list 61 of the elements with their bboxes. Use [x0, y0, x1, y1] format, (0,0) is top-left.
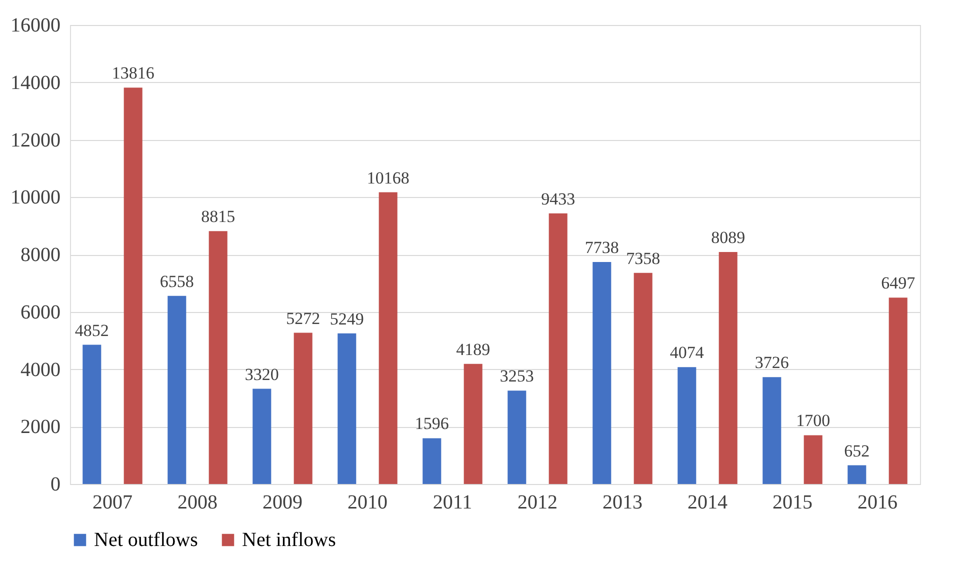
x-tick-label: 2014 — [688, 492, 728, 514]
bar — [338, 333, 356, 484]
bar — [82, 344, 102, 484]
data-label: 1700 — [796, 411, 830, 430]
bar — [888, 298, 908, 484]
legend-label: Net inflows — [242, 529, 336, 551]
y-tick-label: 14000 — [10, 72, 60, 94]
y-tick-label: 0 — [50, 474, 60, 496]
bar — [848, 465, 866, 484]
y-tick-label: 8000 — [20, 244, 60, 266]
bar — [678, 367, 696, 484]
legend-label: Net outflows — [94, 529, 198, 551]
data-label: 652 — [844, 441, 870, 460]
bar — [464, 364, 482, 484]
bar — [124, 88, 142, 484]
data-label: 10168 — [366, 168, 410, 188]
bar — [168, 296, 186, 484]
bar — [508, 390, 526, 484]
data-label: 4852 — [74, 320, 109, 340]
data-label: 4189 — [456, 340, 490, 359]
x-tick-label: 2012 — [518, 492, 558, 514]
data-label: 7358 — [626, 248, 660, 268]
bar — [422, 438, 442, 484]
x-tick-label: 2010 — [348, 492, 388, 514]
y-tick-label: 6000 — [20, 301, 60, 324]
bar — [208, 231, 228, 484]
bar — [804, 435, 822, 484]
y-tick-label: 16000 — [10, 14, 60, 36]
data-label: 7738 — [584, 238, 619, 258]
data-label: 1596 — [414, 414, 449, 434]
bar — [762, 377, 782, 484]
data-label: 6497 — [881, 274, 916, 293]
x-tick-label: 2013 — [602, 492, 642, 514]
data-label: 9433 — [541, 189, 576, 208]
x-tick-label: 2015 — [772, 492, 812, 514]
data-label: 3253 — [500, 366, 534, 386]
x-tick-label: 2007 — [92, 492, 132, 514]
x-tick-label: 2009 — [262, 492, 302, 514]
bar — [634, 272, 652, 484]
x-tick-label: 2008 — [178, 492, 218, 514]
data-label: 3726 — [754, 353, 789, 372]
data-label: 4074 — [670, 343, 704, 362]
y-tick-label: 4000 — [20, 358, 60, 381]
y-tick-label: 10000 — [10, 186, 60, 209]
data-label: 6558 — [160, 272, 194, 291]
bar — [378, 192, 398, 484]
bar — [294, 332, 312, 484]
data-label: 5249 — [330, 309, 364, 328]
bar — [548, 213, 568, 484]
y-tick-label: 2000 — [20, 416, 60, 438]
bar — [718, 252, 738, 484]
data-label: 8089 — [711, 228, 746, 247]
x-tick-label: 2016 — [858, 492, 898, 514]
bar — [592, 262, 612, 484]
data-label: 13816 — [112, 64, 154, 83]
x-tick-label: 2011 — [432, 492, 472, 514]
data-label: 8815 — [201, 207, 236, 226]
y-tick-label: 12000 — [10, 129, 60, 152]
bar — [252, 388, 272, 484]
data-label: 5272 — [286, 308, 320, 328]
data-label: 3320 — [244, 364, 279, 384]
